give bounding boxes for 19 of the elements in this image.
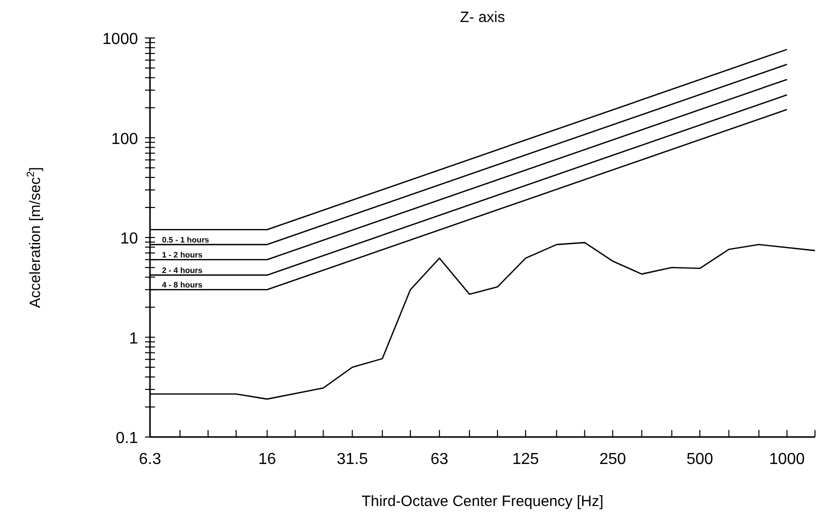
x-tick-label: 125 [512,451,540,468]
x-tick-label: 250 [599,451,626,468]
y-tick-label: 1000 [102,31,138,48]
x-axis-title: Third-Octave Center Frequency [Hz] [362,493,604,510]
x-tick-label: 6.3 [138,451,162,468]
y-tick-label: 1 [129,330,138,348]
series-label: 2 - 4 hours [162,266,204,276]
y-tick-label: 10 [120,230,138,248]
y-tick-label: 0.1 [116,430,138,447]
x-tick-label: 500 [686,451,714,468]
x-tick-label: 16 [258,451,276,468]
chart-title: Z- axis [460,9,505,26]
series-label: 1 - 2 hours [162,250,204,260]
x-tick-label: 63 [430,451,448,468]
x-tick-label: 1000 [769,451,805,468]
series-label: 0.5 - 1 hours [162,236,210,245]
y-tick-label: 100 [111,130,138,148]
series-label: 4 - 8 hours [162,280,204,290]
x-tick-label: 31.5 [336,451,368,468]
